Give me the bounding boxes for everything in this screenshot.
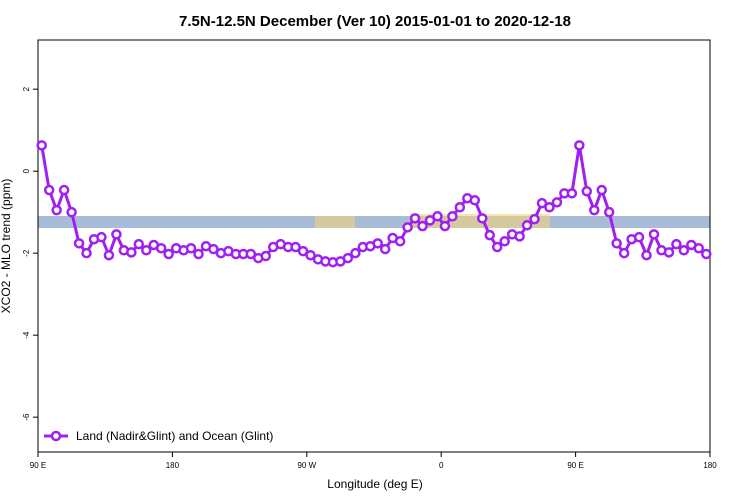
data-point [133,238,145,250]
y-tick-label: 2 [22,86,31,91]
data-point [596,184,607,196]
data-point [297,245,309,257]
data-point [701,248,712,260]
x-axis-label: Longitude (deg E) [327,477,422,491]
data-point [163,248,174,260]
data-point [693,243,705,254]
data-point [618,247,630,259]
data-point [551,197,563,208]
data-point [58,184,70,196]
data-point [193,248,204,260]
data-point [379,243,391,255]
x-tick-label: 180 [166,461,180,470]
data-point [603,206,615,218]
x-tick-label: 180 [703,461,717,470]
data-point [611,238,622,249]
data-point [350,247,361,259]
data-point [581,186,593,197]
data-point [305,249,316,261]
data-point [394,236,406,247]
legend-label: Land (Nadir&Glint) and Ocean (Glint) [76,429,273,443]
x-tick-label: 0 [439,461,444,470]
x-tick-label: 90 W [297,461,316,470]
data-point [103,249,115,261]
x-tick-label: 90 E [30,461,46,470]
data-point [36,140,47,151]
data-point [126,247,137,258]
data-point [342,252,354,264]
y-axis-label: XCO2 - MLO trend (ppm) [0,179,13,314]
y-tick-label: -6 [22,413,31,421]
data-point [111,229,122,240]
data-point [66,206,77,218]
data-point [589,204,600,216]
data-point [641,249,652,261]
data-point [574,140,585,151]
data-point [208,243,219,255]
data-point [439,220,451,232]
data-point [73,238,85,249]
data-point [155,243,167,254]
data-point [671,238,682,250]
data-point [417,220,428,232]
data-point [648,229,660,240]
data-point [454,202,466,213]
data-point [536,197,548,209]
y-tick-label: 0 [22,168,31,173]
data-point [477,213,488,224]
y-tick-label: -2 [22,249,31,257]
data-point [51,204,62,216]
y-tick-label: -4 [22,331,31,339]
data-point [566,188,578,199]
plot-frame [37,39,711,453]
chart-title: 7.5N-12.5N December (Ver 10) 2015-01-01 … [179,13,571,30]
data-point [402,222,413,233]
data-point [141,245,152,256]
data-point [544,202,555,213]
data-point [678,245,690,256]
data-point [469,195,481,206]
data-point [409,213,421,224]
data-point [663,247,675,258]
data-point [260,250,271,262]
data-point [432,211,443,222]
data-point [633,231,645,243]
data-point [81,247,92,259]
x-tick-label: 90 E [567,461,583,470]
data-point [185,243,197,254]
data-point [290,241,301,253]
data-point [43,184,55,196]
legend-marker [50,430,62,442]
data-point [491,241,503,253]
data-point [484,229,495,241]
data-point [96,231,107,243]
data-point [529,213,540,225]
data-point [447,211,458,222]
data-point [499,236,510,247]
data-point [521,220,533,231]
data-point [372,238,383,249]
data-point [424,215,436,226]
data-point [245,248,257,260]
data-point [514,231,525,242]
